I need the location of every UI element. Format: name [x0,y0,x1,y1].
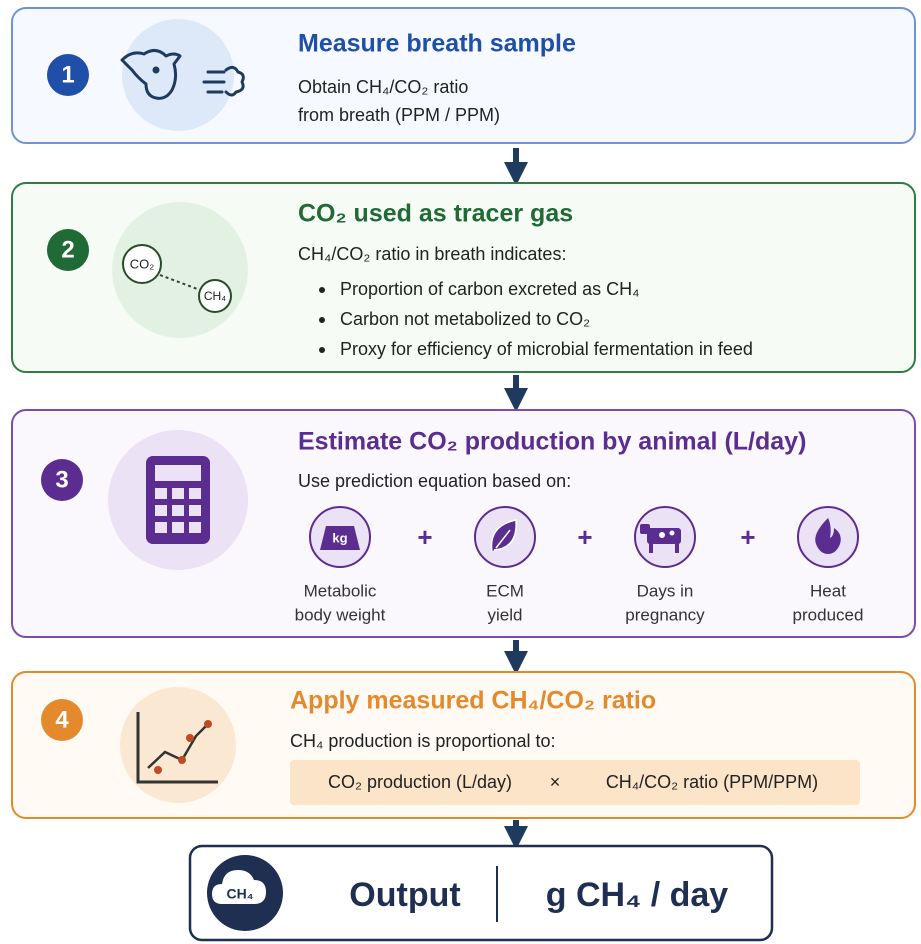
formula-right: CH₄/CO₂ ratio (PPM/PPM) [606,772,818,792]
factor-label: Heat [810,581,846,600]
description: from breath (PPM / PPM) [298,105,500,125]
factor-label: yield [488,605,523,624]
plus: + [577,522,592,552]
icon-part [659,532,665,538]
bullet-dot [319,287,325,293]
step-2: 2 CO₂ CH₄ CO₂ used as tracer gas CH₄/CO₂… [11,182,916,373]
icon-label: CO₂ [130,256,155,271]
factor-label: Days in [637,581,694,600]
factor-label: produced [793,605,864,624]
icon-part [172,505,184,516]
icon-bg [120,687,236,803]
icon-part [189,505,201,516]
cow-icon [640,524,681,553]
formula-box [290,760,860,805]
icon-part [155,488,201,533]
step-title: Measure breath sample [298,30,576,58]
step-4: 4 Apply measured CH₄/CO₂ ratio CH₄ produ… [11,671,916,819]
bullet: Carbon not metabolized to CO₂ [340,309,590,329]
output: CH₄ Output g CH₄ / day [188,844,774,942]
icon-part [152,66,160,74]
plus: + [417,522,432,552]
step-box [11,182,916,373]
formula-operator: × [550,772,561,792]
cloud-icon [212,870,266,904]
cow-breath-icon [120,49,245,100]
icon-part [189,488,201,499]
step-number: 1 [61,61,74,88]
output-box [188,844,774,942]
intro: CH₄ production is proportional to: [290,731,555,751]
calculator-icon [146,456,210,544]
icon-part [172,522,184,533]
icon-part [640,524,650,534]
icon-label: CH₄ [227,886,254,902]
step-badge [47,229,89,271]
bullet: Proxy for efficiency of microbial fermen… [340,339,753,359]
icon-part [178,756,186,764]
bullet-dot [319,317,325,323]
step-badge [41,459,83,501]
icon-part [204,720,212,728]
step-title: Apply measured CH₄/CO₂ ratio [290,687,656,715]
icon-part [649,543,653,553]
bullet: Proportion of carbon excreted as CH₄ [340,279,640,299]
step-3: 3 Estimate CO₂ production by animal (L/d… [11,409,916,638]
icon-part [120,49,182,100]
chart-icon [136,712,218,784]
bullet-dot [319,347,325,353]
factor-label: ECM [486,581,524,600]
flame-icon [815,518,841,554]
step-number: 4 [55,706,69,733]
output-unit: g CH₄ / day [546,876,729,914]
plus: + [740,522,755,552]
icon-part [675,543,679,553]
icon-part [189,522,201,533]
icon-part [202,70,226,94]
icon-part [155,488,167,499]
icon-part [155,505,167,516]
icon-part [186,734,194,742]
step-number: 3 [55,466,68,493]
step-number: 2 [61,236,74,263]
molecule [122,244,162,284]
icon-label: kg [332,530,347,545]
intro: CH₄/CO₂ ratio in breath indicates: [298,244,566,264]
step-title: CO₂ used as tracer gas [298,200,573,228]
intro: Use prediction equation based on: [298,471,571,491]
icon-part [154,766,162,774]
step-badge [47,54,89,96]
icon-part [155,522,167,533]
icon-part [172,488,184,499]
icon-part [224,65,245,97]
step-1: 1 Measure breath sample Obtain CH₄/CO₂ r… [11,7,916,144]
icon-bg [122,19,234,131]
formula-left: CO₂ production (L/day) [328,772,512,792]
link [159,274,201,291]
factor-label: pregnancy [625,605,705,624]
factor-label: Metabolic [304,581,377,600]
icon-part [155,465,201,481]
molecule [198,279,232,313]
description: Obtain CH₄/CO₂ ratio [298,77,468,97]
icon-label: CH₄ [204,289,226,303]
step-badge [41,699,83,741]
weight-icon [320,526,360,550]
step-box [11,7,916,144]
icon-part [669,530,675,536]
step-title: Estimate CO₂ production by animal (L/day… [298,428,806,456]
output-label: Output [349,876,460,914]
icon-part [136,712,218,784]
leaf-icon [490,519,517,553]
factor-label: body weight [295,605,386,624]
